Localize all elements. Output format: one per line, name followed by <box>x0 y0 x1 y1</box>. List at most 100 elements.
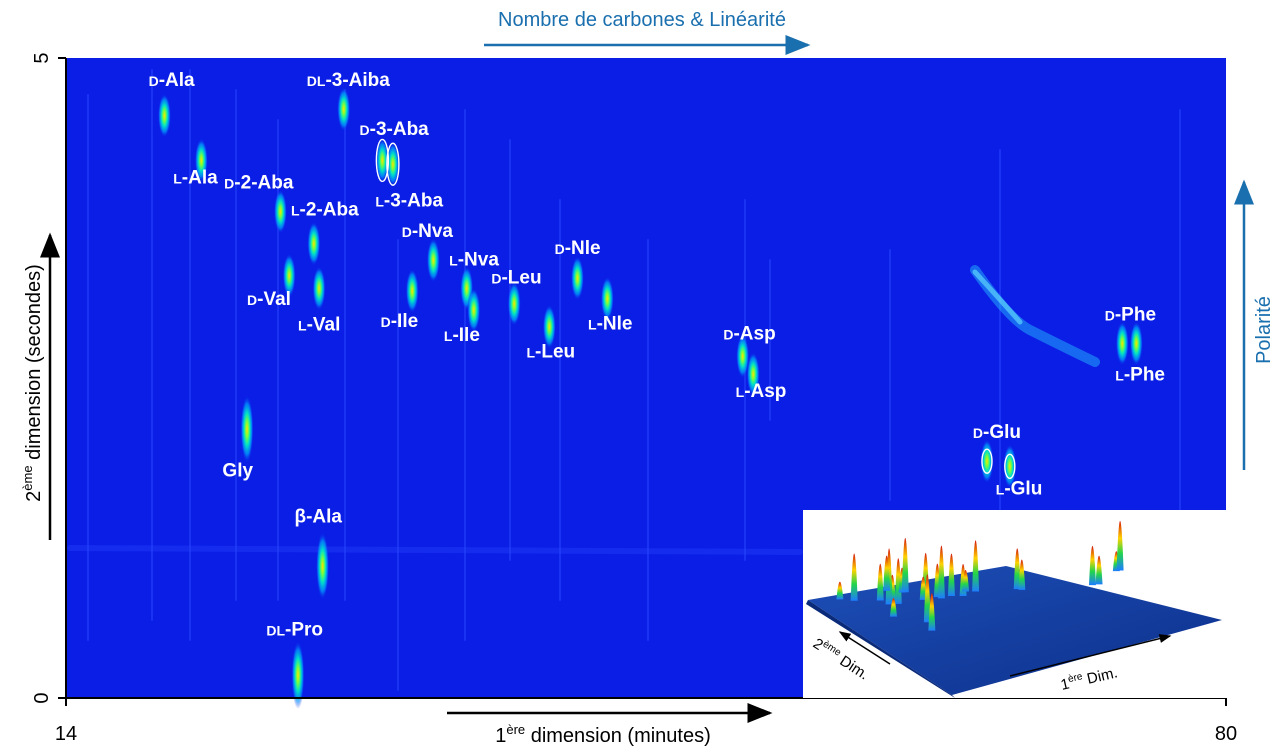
label-prefix: D <box>973 425 983 441</box>
circle-d-glu <box>981 448 993 474</box>
inset-surface-edge <box>806 600 955 698</box>
peak-d-nva <box>426 238 440 283</box>
label-prefix: D <box>247 292 257 308</box>
label-prefix: L <box>291 202 300 218</box>
label-d-3-aba: D-3-Aba <box>360 119 430 140</box>
y-tick-label-min: 0 <box>31 692 53 703</box>
label-name: -2-Aba <box>300 199 360 220</box>
label-d-phe: D-Phe <box>1105 304 1156 325</box>
top-annotation: Nombre de carbones & Linéarité <box>498 9 786 31</box>
inset-spike <box>1095 555 1103 585</box>
label-prefix: D <box>723 327 733 343</box>
peak-l-2-aba <box>307 221 321 266</box>
label-prefix: DL <box>266 622 285 638</box>
label-prefix: L <box>375 193 384 209</box>
inset-spike <box>962 569 970 592</box>
peak-dl-3-aiba <box>337 87 351 132</box>
label-name: -3-Aba <box>384 190 444 211</box>
label-name: -Nva <box>412 221 454 242</box>
peak-l-glu <box>1003 444 1017 489</box>
label-d-2-aba: D-2-Aba <box>224 173 294 194</box>
peak-l-leu <box>542 304 556 349</box>
label-dl-3-aiba: DL-3-Aiba <box>307 70 390 91</box>
peak-d-leu <box>507 281 521 326</box>
label-name: -Asp <box>744 381 786 402</box>
inset-spike <box>1018 559 1026 590</box>
label-name: -Val <box>307 315 341 336</box>
inset-spike <box>901 537 909 593</box>
peak-l-asp <box>746 352 760 397</box>
label-d-nle: D-Nle <box>555 238 601 259</box>
inset-spike <box>850 553 858 601</box>
peak-d-glu <box>980 439 994 484</box>
label-name: -Leu <box>501 267 541 288</box>
peak-l-phe <box>1129 321 1143 366</box>
column-bleed-core <box>972 269 1023 325</box>
label-l-asp: L-Asp <box>736 381 787 402</box>
inset-spike <box>1088 545 1096 586</box>
circle-l-glu <box>1004 453 1016 480</box>
peak-d-3-aba <box>375 138 389 183</box>
peak-l-nle <box>600 276 614 321</box>
label-name: Gly <box>222 461 253 482</box>
inset-spike <box>923 574 931 623</box>
label-name: -3-Aiba <box>325 70 390 91</box>
label-d-val: D-Val <box>247 289 291 310</box>
label-name: -3-Aba <box>370 119 430 140</box>
inset-dim2-arrow <box>838 631 891 665</box>
label-l-nle: L-Nle <box>588 313 632 334</box>
inset-spike <box>919 576 927 600</box>
inset-spike <box>928 593 936 631</box>
peak-d-val <box>282 253 296 298</box>
circle-l-3-aba <box>386 142 400 186</box>
label-d-leu: D-Leu <box>491 267 541 288</box>
label-prefix: L <box>1115 368 1124 384</box>
label-d-asp: D-Asp <box>723 324 775 345</box>
peak-d-2-aba <box>273 189 287 234</box>
peak-labels-layer: D-AlaL-AlaDL-3-AibaD-3-AbaL-3-AbaD-2-Aba… <box>149 70 1165 640</box>
label-prefix: L <box>173 170 182 186</box>
label-l-ile: L-Ile <box>444 325 480 346</box>
label-name: -Asp <box>733 324 775 345</box>
label-l-3-aba: L-3-Aba <box>375 190 443 211</box>
inset-spike <box>937 545 945 599</box>
x-tick-label-min: 14 <box>55 723 77 745</box>
y-axis-title: 2ème dimension (secondes) <box>20 264 45 502</box>
label-prefix: L <box>449 252 458 268</box>
peak-d-ile <box>405 268 419 313</box>
label-prefix: D <box>555 241 565 257</box>
label-prefix: L <box>996 481 1005 497</box>
circle-d-3-aba <box>375 138 390 183</box>
peak-l-ile <box>467 288 481 333</box>
inset-dim1-arrow <box>1009 634 1172 677</box>
inset-3d-view: 2ème Dim. 1ère Dim. <box>803 510 1226 698</box>
inset-spike <box>972 540 980 592</box>
label-prefix: L <box>444 328 453 344</box>
peak-d-phe <box>1115 321 1129 366</box>
label-d-ala: D-Ala <box>149 70 195 91</box>
label-l-leu: L-Leu <box>526 342 575 363</box>
label-d-ile: D-Ile <box>381 311 419 332</box>
inset-spike <box>947 553 955 597</box>
label-prefix: L <box>736 384 745 400</box>
label-d-glu: D-Glu <box>973 422 1021 443</box>
label-prefix: D <box>491 270 501 286</box>
label-b-ala: β-Ala <box>294 507 342 528</box>
label-name: -Phe <box>1115 304 1156 325</box>
label-prefix: L <box>298 318 307 334</box>
highlight-circles <box>375 138 1016 480</box>
inset-spikes <box>836 520 1124 631</box>
label-l-glu: L-Glu <box>996 478 1043 499</box>
x-tick-label-max: 80 <box>1215 723 1237 745</box>
peak-beta-ala <box>316 532 330 601</box>
label-l-ala: L-Ala <box>173 167 218 188</box>
label-d-nva: D-Nva <box>402 221 454 242</box>
label-name: -Glu <box>1004 478 1042 499</box>
label-l-2-aba: L-2-Aba <box>291 199 359 220</box>
peak-l-val <box>312 266 326 311</box>
label-name: -2-Aba <box>234 173 294 194</box>
label-prefix: D <box>381 314 391 330</box>
label-name: β-Ala <box>294 507 342 528</box>
label-prefix: D <box>149 73 159 89</box>
